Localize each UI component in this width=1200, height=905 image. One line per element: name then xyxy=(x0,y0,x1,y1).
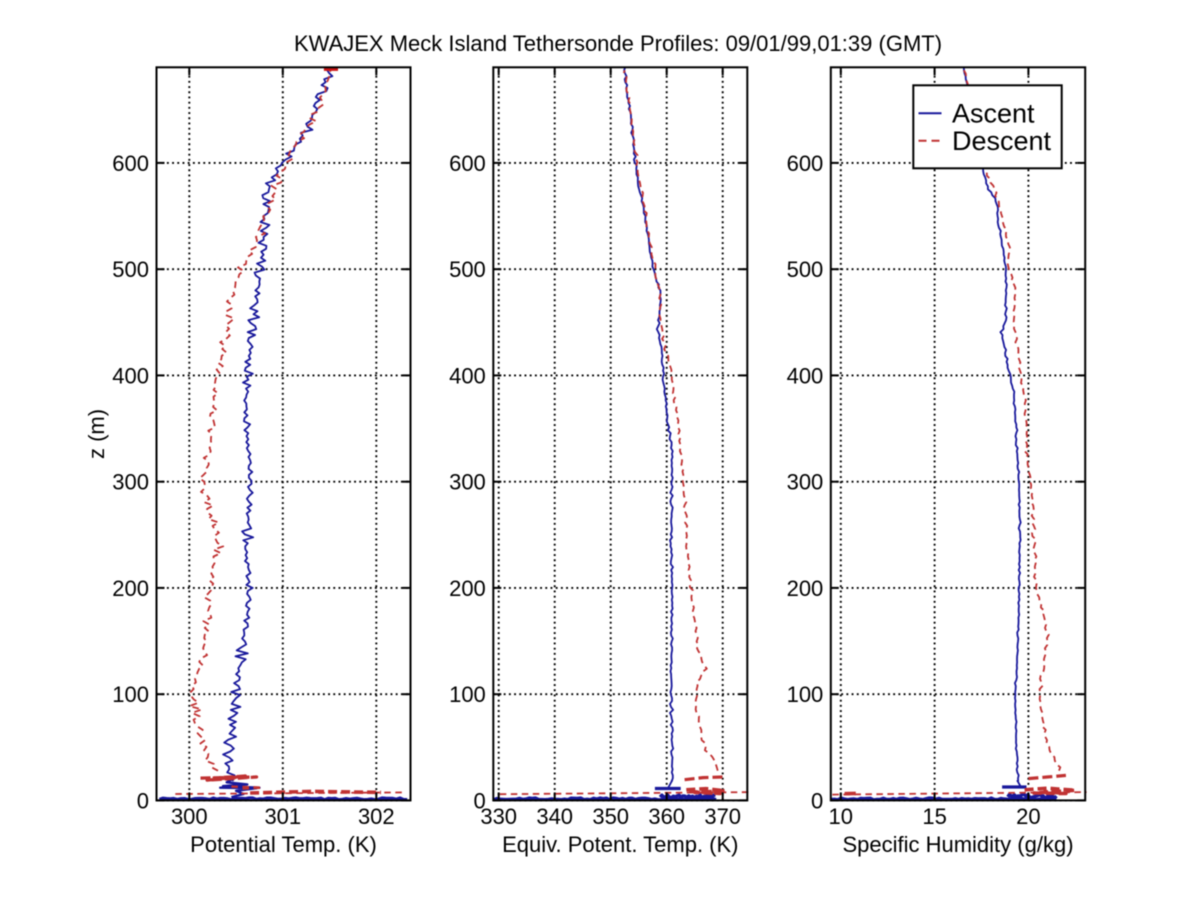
svg-text:330: 330 xyxy=(480,804,517,829)
svg-text:500: 500 xyxy=(787,257,824,282)
svg-text:Equiv. Potent. Temp. (K): Equiv. Potent. Temp. (K) xyxy=(502,832,738,857)
svg-text:15: 15 xyxy=(922,804,946,829)
svg-text:20: 20 xyxy=(1016,804,1040,829)
svg-text:600: 600 xyxy=(112,151,149,176)
svg-text:360: 360 xyxy=(648,804,685,829)
svg-text:400: 400 xyxy=(787,363,824,388)
svg-text:KWAJEX Meck Island Tethersonde: KWAJEX Meck Island Tethersonde Profiles:… xyxy=(294,31,942,56)
svg-text:300: 300 xyxy=(449,470,486,495)
svg-text:Ascent: Ascent xyxy=(952,99,1035,129)
svg-text:500: 500 xyxy=(449,257,486,282)
svg-text:300: 300 xyxy=(787,470,824,495)
svg-text:0: 0 xyxy=(137,788,149,813)
svg-text:100: 100 xyxy=(449,682,486,707)
svg-text:350: 350 xyxy=(592,804,629,829)
svg-text:400: 400 xyxy=(112,363,149,388)
svg-text:200: 200 xyxy=(112,576,149,601)
svg-text:340: 340 xyxy=(536,804,573,829)
svg-text:Descent: Descent xyxy=(952,126,1052,156)
svg-text:0: 0 xyxy=(811,788,823,813)
svg-text:300: 300 xyxy=(112,470,149,495)
svg-text:370: 370 xyxy=(704,804,741,829)
svg-text:600: 600 xyxy=(449,151,486,176)
svg-text:400: 400 xyxy=(449,363,486,388)
svg-text:100: 100 xyxy=(112,682,149,707)
svg-text:100: 100 xyxy=(787,682,824,707)
svg-text:0: 0 xyxy=(474,788,486,813)
svg-text:10: 10 xyxy=(829,804,853,829)
svg-text:302: 302 xyxy=(358,804,395,829)
svg-text:500: 500 xyxy=(112,257,149,282)
svg-text:Potential Temp. (K): Potential Temp. (K) xyxy=(190,832,377,857)
svg-text:200: 200 xyxy=(449,576,486,601)
svg-text:Specific Humidity (g/kg): Specific Humidity (g/kg) xyxy=(842,832,1073,857)
svg-text:200: 200 xyxy=(787,576,824,601)
svg-text:600: 600 xyxy=(787,151,824,176)
svg-text:301: 301 xyxy=(264,804,301,829)
svg-text:z (m): z (m) xyxy=(84,409,109,459)
svg-text:300: 300 xyxy=(171,804,208,829)
